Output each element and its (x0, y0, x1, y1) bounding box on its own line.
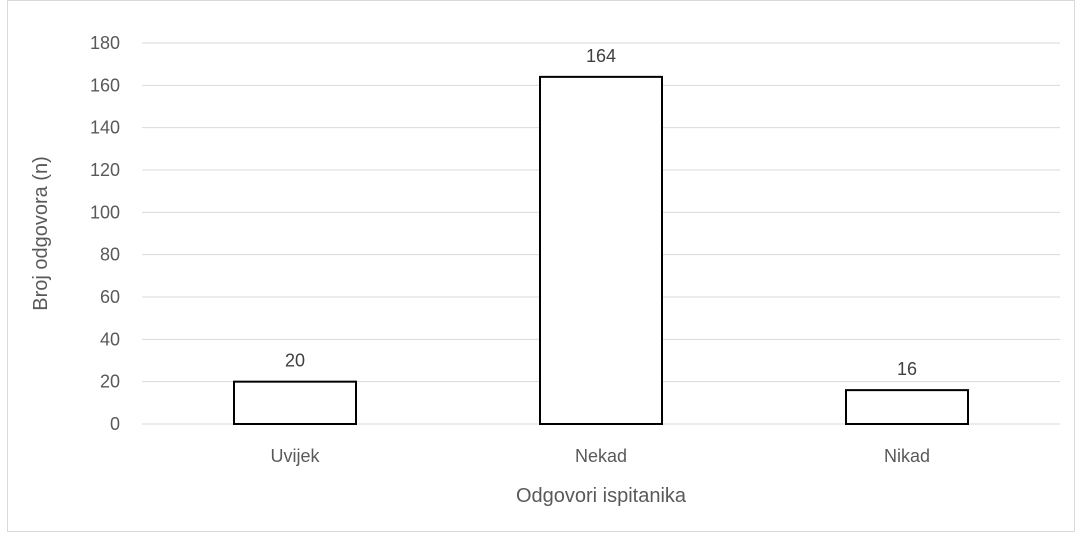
y-tick-label: 180 (90, 33, 120, 53)
data-labels: 20 164 16 (285, 46, 917, 379)
y-tick-label: 160 (90, 75, 120, 95)
y-tick-label: 100 (90, 202, 120, 222)
y-tick-label: 20 (100, 372, 120, 392)
y-axis-ticks: 0 20 40 60 80 100 120 140 160 180 (90, 33, 120, 434)
data-label-nikad: 16 (897, 359, 917, 379)
bar-nekad (539, 75, 663, 425)
bar-nikad (845, 389, 969, 425)
y-tick-label: 120 (90, 160, 120, 180)
y-tick-label: 80 (100, 245, 120, 265)
data-label-uvijek: 20 (285, 351, 305, 371)
x-tick-label-nekad: Nekad (575, 446, 627, 466)
y-tick-label: 60 (100, 287, 120, 307)
x-tick-label-uvijek: Uvijek (270, 446, 320, 466)
y-tick-label: 0 (110, 414, 120, 434)
x-tick-label-nikad: Nikad (884, 446, 930, 466)
y-axis-title: Broj odgovora (n) (30, 156, 52, 311)
y-tick-label: 40 (100, 329, 120, 349)
x-axis-title: Odgovori ispitanika (516, 485, 687, 507)
bars (233, 75, 969, 425)
y-tick-label: 140 (90, 118, 120, 138)
x-axis-ticks: Uvijek Nekad Nikad (270, 446, 930, 466)
data-label-nekad: 164 (586, 46, 616, 66)
bar-uvijek (233, 380, 357, 425)
